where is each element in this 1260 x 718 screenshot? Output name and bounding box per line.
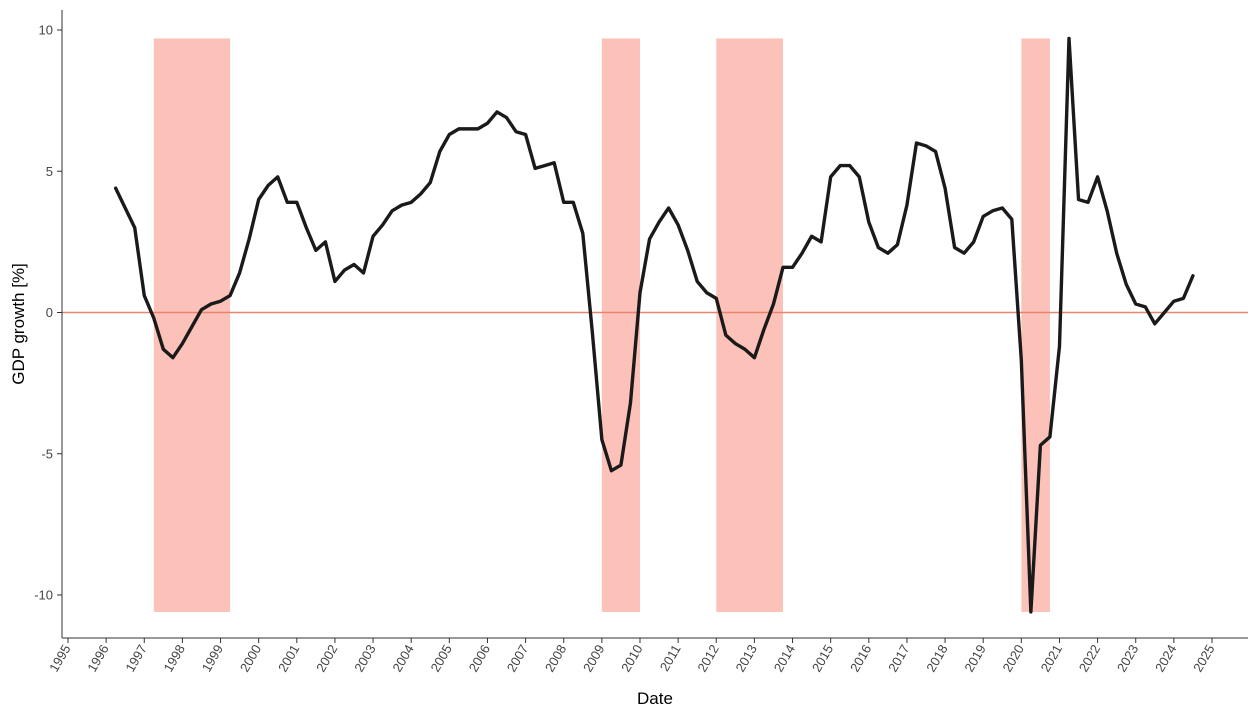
x-tick-label: 2002 — [313, 642, 340, 675]
x-tick-label: 2023 — [1114, 642, 1141, 675]
x-tick-label: 1996 — [84, 642, 111, 675]
y-tick-label: -10 — [34, 588, 53, 603]
recession-band-3 — [716, 38, 783, 612]
x-tick-label: 2025 — [1190, 642, 1217, 675]
x-tick-label: 2019 — [961, 642, 988, 675]
y-axis-title: GDP growth [%] — [9, 263, 28, 385]
x-tick-label: 2004 — [389, 642, 416, 675]
recession-bands — [153, 38, 1050, 612]
x-axis-ticks: 1995 1996 1997 1998 1999 2000 2001 2002 2003 2004… — [46, 638, 1218, 675]
y-tick-label: -5 — [41, 446, 53, 461]
x-tick-label: 2011 — [657, 642, 684, 674]
x-tick-label: 1997 — [122, 642, 149, 675]
x-tick-label: 2013 — [733, 642, 760, 675]
x-tick-label: 2006 — [466, 642, 493, 675]
x-tick-label: 2005 — [427, 642, 454, 675]
x-tick-label: 2020 — [999, 642, 1026, 675]
x-tick-label: 2000 — [237, 642, 264, 675]
x-tick-label: 2007 — [504, 642, 531, 675]
x-tick-label: 2003 — [351, 642, 378, 675]
x-tick-label: 2009 — [580, 642, 607, 675]
x-tick-label: 1998 — [161, 642, 188, 675]
x-tick-label: 2012 — [694, 642, 721, 675]
gdp-growth-line — [113, 36, 1195, 614]
x-tick-label: 2010 — [618, 642, 645, 675]
x-tick-label: 2001 — [275, 642, 302, 675]
x-tick-label: 2024 — [1152, 642, 1179, 675]
recession-band-2 — [601, 38, 640, 612]
x-tick-label: 2008 — [542, 642, 569, 675]
y-axis-ticks: -10 -5 0 5 10 — [34, 23, 62, 603]
x-tick-label: 1995 — [46, 642, 73, 675]
x-tick-label: 2018 — [923, 642, 950, 675]
x-axis-title: Date — [637, 689, 673, 708]
x-tick-label: 2014 — [771, 642, 798, 675]
x-tick-label: 2017 — [885, 642, 912, 675]
x-tick-label: 2021 — [1038, 642, 1065, 675]
y-tick-label: 0 — [46, 305, 53, 320]
x-tick-label: 2015 — [809, 642, 836, 675]
y-tick-label: 5 — [46, 164, 53, 179]
x-tick-label: 1999 — [199, 642, 226, 675]
x-tick-label: 2016 — [847, 642, 874, 675]
y-tick-label: 10 — [39, 23, 53, 38]
x-tick-label: 2022 — [1076, 642, 1103, 675]
